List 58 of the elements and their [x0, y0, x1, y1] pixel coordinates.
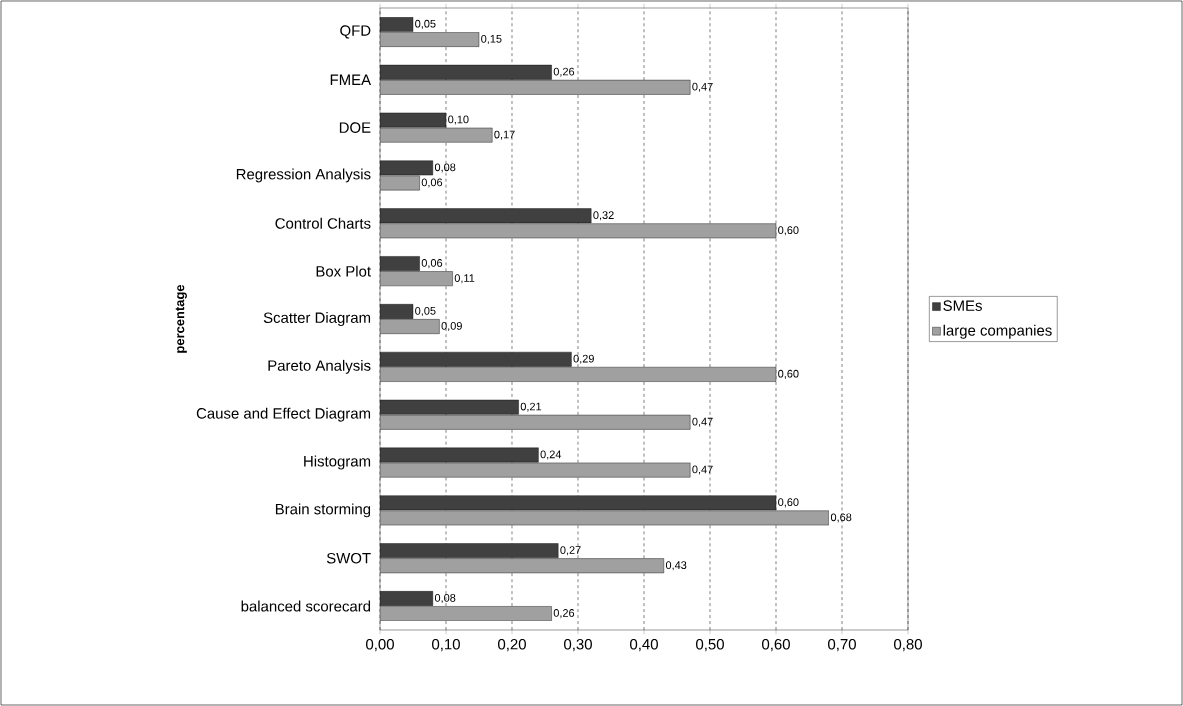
- data-label: 0,24: [540, 450, 562, 460]
- bar: [380, 399, 519, 415]
- x-tick-label: 0,30: [564, 638, 592, 652]
- data-label: 0,60: [778, 226, 799, 236]
- y-tick-label: Pareto Analysis: [268, 359, 371, 374]
- data-label: 0,27: [560, 546, 581, 556]
- data-label: 0,68: [830, 513, 852, 523]
- y-tick-label: Histogram: [304, 455, 371, 470]
- legend-label: large companies: [943, 324, 1052, 339]
- data-label: 0,10: [448, 115, 469, 125]
- y-tick-label: FMEA: [330, 74, 372, 85]
- x-tick-label: 0,60: [762, 638, 790, 652]
- y-axis-title: percentage: [175, 284, 187, 353]
- bar: [380, 447, 539, 463]
- data-label: 0,08: [434, 163, 456, 173]
- y-tick-label: Brain storming: [275, 503, 371, 518]
- y-tick-label: Control Charts: [275, 217, 371, 229]
- bar: [380, 64, 552, 80]
- x-tick-label: 0,80: [894, 638, 922, 652]
- data-label: 0,43: [665, 561, 687, 571]
- x-tick-label: 0,00: [366, 638, 394, 652]
- data-label: 0,47: [692, 465, 713, 475]
- data-label: 0,60: [778, 498, 799, 508]
- x-tick-label: 0,70: [828, 638, 856, 652]
- y-tick-label: SWOT: [326, 552, 371, 564]
- data-label: 0,32: [593, 211, 614, 221]
- bar: [380, 495, 777, 511]
- data-label: 0,06: [421, 178, 443, 188]
- data-label: 0,21: [520, 402, 542, 412]
- data-label: 0,26: [553, 67, 575, 77]
- data-label: 0,09: [441, 322, 462, 332]
- y-tick-label: QFD: [340, 25, 371, 39]
- data-label: 0,17: [494, 130, 515, 140]
- y-tick-label: balanced scorecard: [241, 600, 371, 612]
- data-label: 0,29: [573, 354, 594, 364]
- data-label: 0,26: [553, 609, 575, 619]
- data-label: 0,08: [434, 594, 456, 604]
- data-label: 0,60: [778, 369, 799, 379]
- y-tick-label: DOE: [339, 122, 371, 133]
- data-label: 0,15: [481, 34, 502, 44]
- y-tick-label: Scatter Diagram: [263, 312, 371, 326]
- data-label: 0,05: [415, 306, 436, 316]
- x-tick-label: 0,50: [696, 638, 724, 652]
- y-tick-label: Cause and Effect Diagram: [196, 407, 371, 422]
- data-label: 0,11: [454, 274, 475, 284]
- y-tick-label: Box Plot: [316, 265, 371, 277]
- x-tick-label: 0,10: [432, 638, 460, 652]
- bar: [380, 543, 559, 559]
- bar: [380, 351, 572, 367]
- bar: [380, 208, 592, 224]
- x-tick-label: 0,40: [630, 638, 658, 652]
- data-label: 0,47: [692, 82, 713, 92]
- x-tick-label: 0,20: [498, 638, 526, 652]
- data-label: 0,47: [692, 417, 713, 427]
- data-label: 0,05: [415, 19, 436, 29]
- y-tick-label: Regression Analysis: [236, 168, 371, 183]
- legend-label: SMEs: [943, 300, 982, 311]
- data-label: 0,06: [421, 259, 443, 269]
